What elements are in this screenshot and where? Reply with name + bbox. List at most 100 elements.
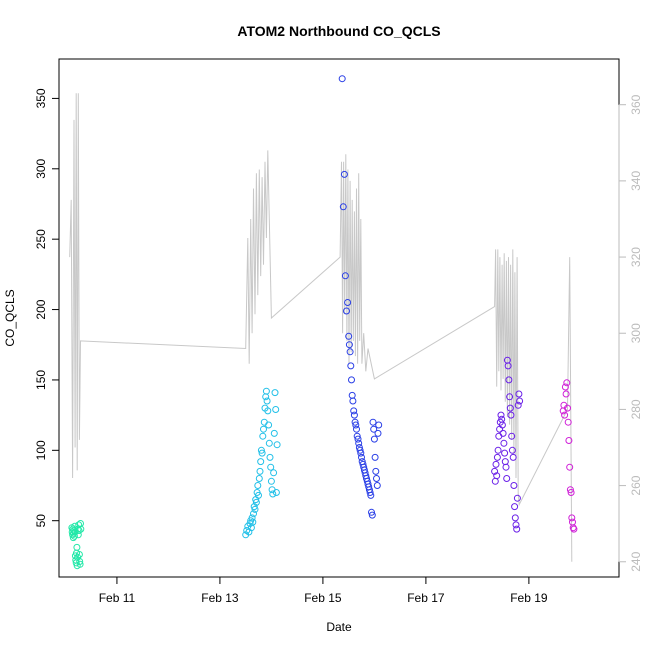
data-point	[339, 203, 347, 211]
data-point	[265, 439, 273, 447]
data-point	[341, 272, 349, 280]
data-point	[343, 307, 350, 315]
data-point	[272, 406, 280, 413]
data-point	[256, 467, 264, 475]
data-point	[373, 482, 381, 489]
data-point	[515, 390, 523, 398]
data-point	[372, 467, 380, 475]
data-point	[267, 463, 275, 471]
x-axis: Feb 11 Feb 13 Feb 15 Feb 17 Feb 19	[99, 576, 548, 605]
data-point	[513, 525, 521, 533]
y-tick-label: 300	[34, 158, 48, 178]
data-point	[370, 435, 378, 443]
data-point	[507, 411, 515, 419]
data-point	[267, 477, 275, 485]
data-point	[348, 376, 355, 384]
line-series-layer	[69, 93, 573, 562]
data-point	[505, 376, 513, 384]
data-point	[491, 467, 499, 475]
data-point	[345, 341, 353, 349]
data-point	[352, 421, 360, 429]
data-point	[568, 514, 576, 522]
data-point	[257, 446, 265, 454]
data-point	[368, 511, 376, 519]
data-point	[251, 505, 259, 513]
y2-tick-label: 280	[629, 399, 643, 419]
y2-tick-label: 340	[629, 171, 643, 191]
left-y-axis: 50 100 150 200 250 300 350	[34, 88, 60, 527]
data-point	[353, 432, 361, 440]
y-tick-label: 150	[34, 370, 48, 390]
data-point	[250, 503, 258, 511]
data-point	[75, 551, 83, 558]
data-point	[566, 463, 574, 471]
y-tick-label: 350	[34, 88, 48, 108]
data-point	[366, 489, 374, 496]
x-tick-label: Feb 19	[510, 591, 548, 605]
data-point	[494, 446, 502, 454]
right-y-axis: 240 260 280 300 320 340 360	[618, 94, 643, 572]
data-point	[497, 411, 505, 419]
data-point	[513, 494, 521, 502]
data-point	[563, 379, 571, 387]
data-point	[70, 529, 78, 537]
data-point	[564, 418, 572, 426]
data-point	[508, 446, 516, 454]
data-point	[506, 393, 514, 401]
data-point	[74, 531, 82, 539]
data-point	[358, 453, 365, 461]
data-point	[506, 404, 514, 412]
points-layer	[68, 75, 578, 570]
data-point	[511, 514, 519, 522]
data-point	[347, 362, 355, 370]
data-point	[357, 449, 365, 457]
data-point	[260, 425, 267, 433]
data-point	[262, 387, 270, 395]
data-point	[249, 518, 257, 526]
data-point	[353, 425, 360, 433]
data-point	[493, 472, 501, 480]
data-point	[250, 510, 257, 518]
data-point	[266, 453, 274, 461]
data-point	[255, 491, 262, 499]
data-point	[512, 521, 520, 529]
data-point	[509, 453, 517, 461]
y2-tick-label: 300	[629, 323, 643, 343]
data-point	[349, 397, 357, 405]
x-tick-label: Feb 17	[407, 591, 445, 605]
data-point	[492, 460, 500, 468]
data-point	[368, 508, 375, 516]
data-point	[514, 401, 522, 409]
y2-tick-label: 360	[629, 94, 643, 114]
data-point	[248, 514, 256, 522]
data-point	[350, 407, 358, 415]
x-tick-label: Feb 13	[201, 591, 239, 605]
data-point	[265, 421, 273, 429]
data-point	[502, 463, 510, 471]
chart-title: ATOM2 Northbound CO_QCLS	[237, 23, 440, 39]
data-point	[76, 558, 84, 565]
data-point	[257, 458, 265, 466]
y2-tick-label: 240	[629, 551, 643, 571]
data-point	[567, 489, 575, 496]
data-point	[271, 389, 279, 397]
data-point	[340, 170, 348, 178]
data-point	[565, 437, 573, 444]
data-point	[76, 560, 84, 568]
data-point	[516, 397, 524, 405]
data-point	[369, 418, 377, 426]
data-point	[344, 299, 352, 306]
x-tick-label: Feb 15	[304, 591, 342, 605]
data-point	[269, 490, 277, 498]
data-point	[508, 432, 516, 440]
data-point	[510, 482, 518, 489]
data-point	[501, 449, 509, 457]
data-point	[504, 362, 512, 370]
data-point	[338, 75, 346, 83]
data-point	[258, 449, 266, 457]
data-point	[570, 525, 578, 533]
data-point	[498, 421, 506, 429]
series-line	[69, 93, 573, 562]
